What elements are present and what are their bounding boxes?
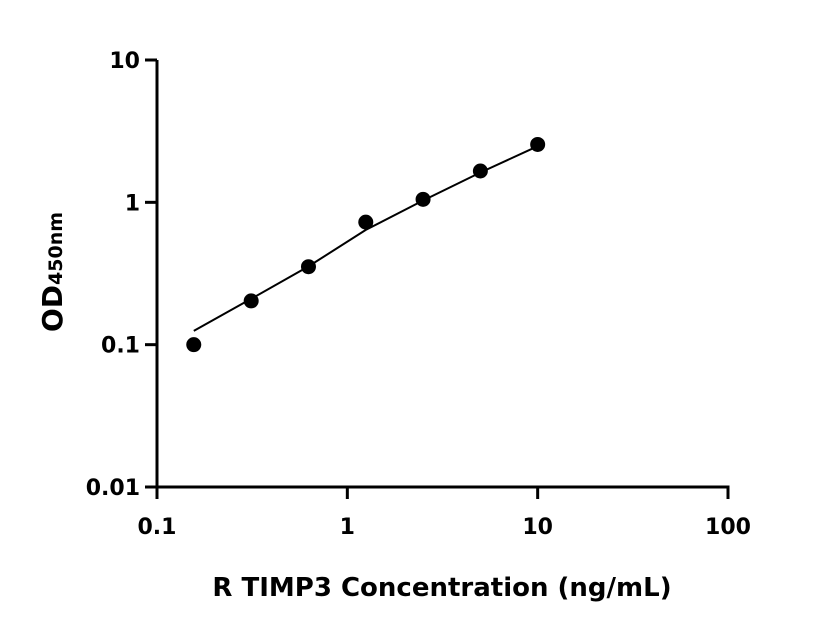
y-axis-label-main: OD [36,285,69,332]
data-point [472,163,488,179]
y-tick-label: 0.1 [101,334,140,359]
y-axis-label: OD450nm [36,212,69,332]
data-point [415,191,431,207]
x-tick-label: 10 [522,515,553,540]
data-point [243,293,259,309]
y-tick-label: 1 [125,191,140,216]
x-axis-label: R TIMP3 Concentration (ng/mL) [212,573,671,603]
x-tick-label: 1 [340,515,355,540]
data-point [358,214,374,230]
data-point [530,136,546,152]
axes: 0.01 0.1 1 10 0.1 1 10 100 [86,49,751,540]
y-axis-label-subscript: 450nm [45,212,67,285]
data-point [300,259,316,275]
x-tick-label: 0.1 [138,515,177,540]
data-point [186,337,202,353]
data-points [186,136,546,353]
y-tick-label: 10 [109,49,140,74]
y-tick-label: 0.01 [86,476,140,501]
x-tick-label: 100 [705,515,751,540]
